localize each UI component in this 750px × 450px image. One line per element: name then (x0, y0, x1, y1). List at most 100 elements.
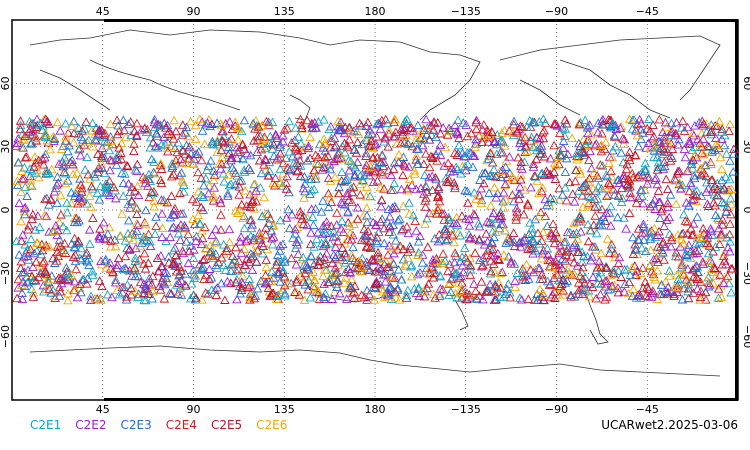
observation-triangle (474, 235, 484, 245)
observation-triangle (539, 290, 549, 299)
observation-triangle (104, 176, 115, 185)
observation-triangle (112, 129, 123, 139)
observation-triangle (313, 260, 323, 270)
observation-triangle (140, 295, 151, 305)
observation-triangle (612, 212, 623, 222)
observation-triangle (219, 176, 229, 186)
observation-triangle (713, 284, 724, 293)
observation-triangle (586, 225, 596, 235)
observation-triangle (584, 173, 595, 183)
observation-triangle (129, 263, 140, 272)
lon-tick-top: 180 (365, 5, 386, 18)
observation-triangle (84, 191, 95, 200)
observation-triangle (471, 117, 481, 127)
observation-triangle (200, 119, 211, 129)
observation-triangle (383, 165, 394, 175)
observation-triangle (647, 199, 658, 209)
observation-triangle (297, 214, 307, 223)
observation-triangle (557, 190, 568, 199)
observation-triangle (540, 194, 550, 204)
observation-triangle (366, 136, 376, 145)
observation-triangle (628, 172, 638, 182)
observation-triangle (494, 210, 505, 220)
observation-triangle (166, 289, 177, 298)
observation-triangle (217, 135, 228, 145)
observation-triangle (194, 146, 204, 156)
observation-triangle (269, 151, 279, 160)
observation-triangle (208, 166, 219, 175)
observation-triangle (531, 154, 542, 164)
observation-triangle (331, 154, 342, 163)
observation-triangle (666, 138, 676, 148)
observation-triangle (479, 257, 490, 267)
observation-triangle (302, 115, 312, 125)
observation-triangle (165, 232, 175, 242)
observation-triangle (156, 164, 167, 173)
observation-triangle (330, 252, 341, 262)
observation-triangle (340, 122, 350, 132)
observation-triangle (305, 132, 315, 141)
observation-triangle (245, 150, 256, 160)
observation-triangle (404, 162, 414, 171)
observation-triangle (614, 178, 625, 187)
observation-triangle (606, 201, 616, 211)
lon-tick-top: 135 (274, 5, 295, 18)
observation-triangle (470, 142, 480, 152)
observation-triangle (384, 221, 395, 231)
observation-triangle (640, 277, 651, 286)
observation-triangle (482, 155, 492, 165)
observation-triangle (278, 136, 288, 146)
observation-triangle (371, 119, 382, 129)
observation-triangle (171, 126, 181, 136)
observation-triangle (487, 127, 497, 137)
observation-triangle (230, 255, 240, 264)
observation-triangle (140, 280, 151, 290)
observation-triangle (526, 182, 536, 192)
observation-triangle (371, 138, 381, 148)
observation-triangle (218, 126, 228, 136)
observation-triangle (504, 152, 515, 161)
observation-triangle (306, 185, 317, 195)
observation-triangle (72, 168, 82, 177)
observation-triangle (424, 269, 435, 279)
observation-triangle (373, 247, 383, 257)
observation-triangle (525, 217, 535, 227)
observation-triangle (140, 178, 151, 187)
observation-triangle (456, 168, 466, 178)
observation-triangle (379, 238, 389, 248)
observation-triangle (588, 272, 598, 281)
observation-triangle (191, 231, 202, 241)
observation-triangle (109, 182, 119, 192)
observation-triangle (421, 114, 431, 124)
observation-triangle (594, 256, 605, 266)
observation-triangle (233, 264, 244, 274)
observation-triangle (365, 243, 376, 252)
lon-tick-top: −90 (545, 5, 568, 18)
observation-triangle (415, 231, 425, 240)
observation-triangle (367, 254, 378, 264)
observation-triangle (64, 140, 74, 150)
observation-triangle (251, 186, 261, 195)
observation-triangle (590, 211, 600, 220)
observation-triangle (52, 242, 63, 251)
observation-triangle (601, 276, 612, 285)
observation-triangle (383, 204, 394, 213)
observation-triangle (451, 251, 461, 260)
observation-triangle (527, 243, 538, 253)
observation-triangle (636, 185, 646, 194)
observation-triangle (275, 246, 285, 255)
observation-triangle (349, 287, 360, 296)
observation-triangle (390, 114, 400, 124)
observation-triangle (132, 203, 142, 213)
observation-triangle (406, 260, 417, 270)
observation-triangle (538, 227, 548, 237)
observation-triangle (597, 161, 608, 170)
observation-triangle (691, 196, 702, 205)
observation-triangle (421, 149, 431, 158)
observation-triangle (530, 214, 540, 224)
observation-triangle (691, 190, 702, 200)
observation-triangle (633, 291, 644, 300)
observation-triangle (368, 152, 379, 162)
observation-triangle (98, 217, 109, 227)
observation-triangle (698, 223, 708, 233)
